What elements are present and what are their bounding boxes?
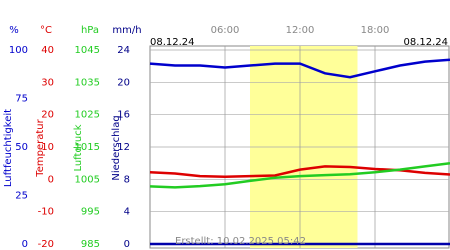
y-tick-label: 25 bbox=[15, 191, 28, 202]
x-tick-label: 06:00 bbox=[211, 25, 240, 36]
y-tick-label: 0 bbox=[48, 174, 54, 185]
series-line bbox=[149, 58, 450, 79]
series-line bbox=[149, 161, 450, 189]
y-tick-label: 12 bbox=[117, 142, 130, 153]
axis-unit: hPa bbox=[81, 25, 99, 36]
x-tick-label: 18:00 bbox=[361, 25, 390, 36]
y-tick-label: 16 bbox=[117, 110, 130, 121]
created-note: Erstellt: 10.02.2025 05:42 bbox=[175, 236, 306, 247]
y-tick-label: 100 bbox=[9, 45, 28, 56]
y-tick-label: 75 bbox=[15, 94, 28, 105]
x-tick-label: 12:00 bbox=[286, 25, 315, 36]
y-tick-label: 40 bbox=[41, 45, 54, 56]
axis-title: Luftfeuchtigkeit bbox=[3, 109, 14, 187]
y-tick-label: 20 bbox=[41, 110, 54, 121]
y-tick-label: 30 bbox=[41, 77, 54, 88]
y-tick-label: 0 bbox=[124, 239, 130, 250]
y-tick-label: 24 bbox=[117, 45, 130, 56]
y-tick-label: 4 bbox=[124, 207, 130, 218]
y-tick-label: 1005 bbox=[75, 174, 100, 185]
y-tick-label: 8 bbox=[124, 174, 130, 185]
y-tick-label: 0 bbox=[22, 239, 28, 250]
y-tick-label: 10 bbox=[41, 142, 54, 153]
y-tick-label: -10 bbox=[38, 207, 54, 218]
date-end: 08.12.24 bbox=[403, 37, 448, 48]
date-start: 08.12.24 bbox=[150, 37, 195, 48]
y-tick-label: 1045 bbox=[75, 45, 100, 56]
y-tick-label: 985 bbox=[81, 239, 100, 250]
y-tick-label: 1035 bbox=[75, 77, 100, 88]
y-tick-label: -20 bbox=[38, 239, 54, 250]
y-tick-label: 20 bbox=[117, 77, 130, 88]
axis-title: Luftdruck bbox=[73, 124, 84, 171]
axis-title: Niederschlag bbox=[111, 115, 122, 180]
y-tick-label: 1015 bbox=[75, 142, 100, 153]
y-tick-label: 1025 bbox=[75, 110, 100, 121]
y-tick-label: 995 bbox=[81, 207, 100, 218]
y-tick-label: 50 bbox=[15, 142, 28, 153]
axis-title: Temperatur bbox=[35, 118, 46, 177]
axis-unit: mm/h bbox=[112, 25, 141, 36]
axis-unit: °C bbox=[40, 25, 52, 36]
axis-unit: % bbox=[9, 25, 19, 36]
